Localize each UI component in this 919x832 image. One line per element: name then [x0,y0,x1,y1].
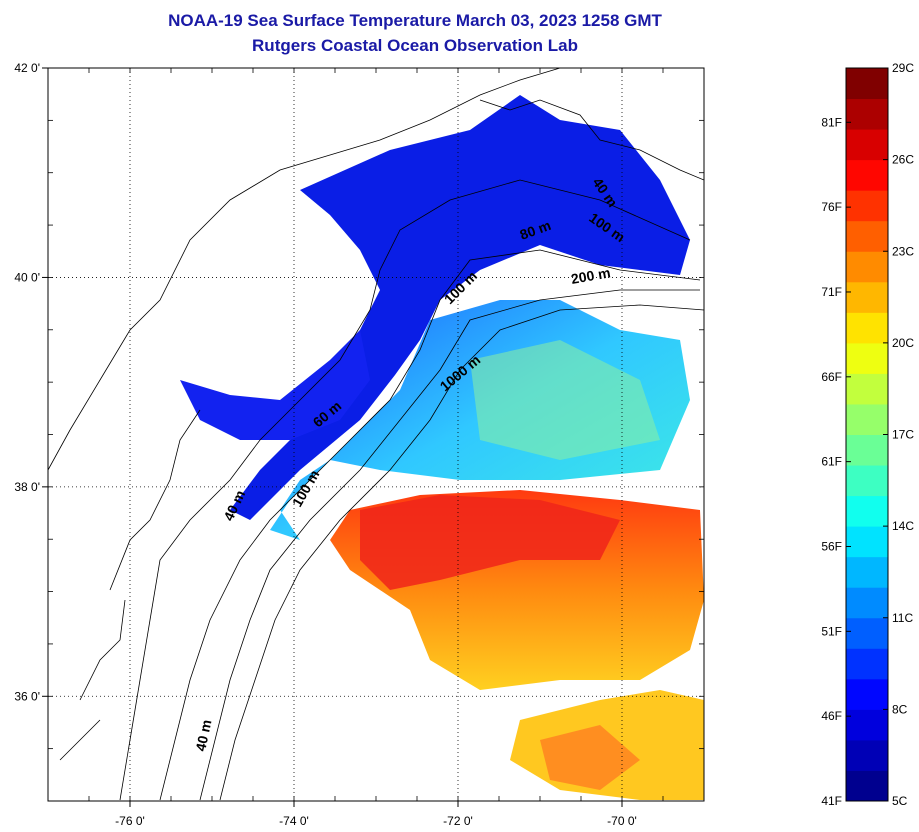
colorbar-band [846,465,888,497]
colorbar-band [846,526,888,558]
lon-tick-label: -74 0' [279,814,309,828]
map-title: NOAA-19 Sea Surface Temperature March 03… [168,11,662,30]
colorbar-band [846,312,888,344]
colorbar-band [846,281,888,313]
colorbar-band [846,678,888,710]
shelf-water-cold [230,95,690,520]
colorbar-band [846,648,888,680]
map-subtitle: Rutgers Coastal Ocean Observation Lab [252,36,578,55]
colorbar-band [846,98,888,130]
gulf-stream-core [360,495,620,590]
colorbar-label-c: 20C [892,336,914,350]
colorbar-bands [846,68,888,802]
colorbar-label-f: 71F [821,285,842,299]
colorbar-band [846,617,888,649]
graticule: -76 0' -74 0' -72 0' -70 0' 42 0' 40 0' 38 0' 3… [14,61,705,828]
colorbar-label-f: 41F [821,794,842,808]
lat-tick-label: 38 0' [14,480,40,494]
colorbar-band [846,403,888,435]
lat-tick-label: 40 0' [14,270,40,284]
contour-depth-label: 40 m [192,718,214,753]
colorbar-label-f: 51F [821,624,842,638]
slope-water-green [470,340,660,460]
southern-warm-patch [540,725,640,790]
colorbar-band [846,770,888,802]
colorbar-label-f: 56F [821,539,842,553]
colorbar-band [846,709,888,741]
lon-tick-label: -76 0' [115,814,145,828]
colorbar-band [846,434,888,466]
lat-tick-label: 36 0' [14,689,40,703]
colorbar-label-f: 46F [821,709,842,723]
colorbar-label-c: 26C [892,153,914,167]
colorbar-band [846,68,888,100]
colorbar-labels: 29C 26C 23C 20C 17C 14C 11C 8C 5C 81F 76F 71F 66F 61F… [821,61,914,808]
colorbar-band [846,739,888,771]
colorbar-label-c: 17C [892,428,914,442]
colorbar-band [846,190,888,222]
colorbar-label-c: 11C [892,611,913,625]
lon-tick-label: -70 0' [607,814,637,828]
colorbar-label-f: 81F [821,115,842,129]
colorbar-label-f: 66F [821,370,842,384]
lon-tick-label: -72 0' [443,814,473,828]
lat-tick-label: 42 0' [14,61,40,75]
colorbar-label-f: 61F [821,455,842,469]
colorbar-band [846,251,888,283]
colorbar-band [846,556,888,588]
colorbar-band [846,495,888,527]
colorbar-band [846,587,888,619]
bay-cold-water [180,330,370,440]
colorbar-label-f: 76F [821,200,842,214]
colorbar-label-c: 23C [892,244,914,258]
contour-depth-label: 200 m [570,264,612,287]
colorbar-band [846,129,888,161]
sst-field [48,68,704,801]
colorbar-label-c: 8C [892,702,908,716]
colorbar-band [846,220,888,252]
coastline-contours [48,68,704,801]
colorbar-band [846,342,888,374]
colorbar-band [846,159,888,191]
colorbar-label-c: 5C [892,794,908,808]
colorbar-label-c: 29C [892,61,914,75]
colorbar-label-c: 14C [892,519,914,533]
colorbar-band [846,373,888,405]
